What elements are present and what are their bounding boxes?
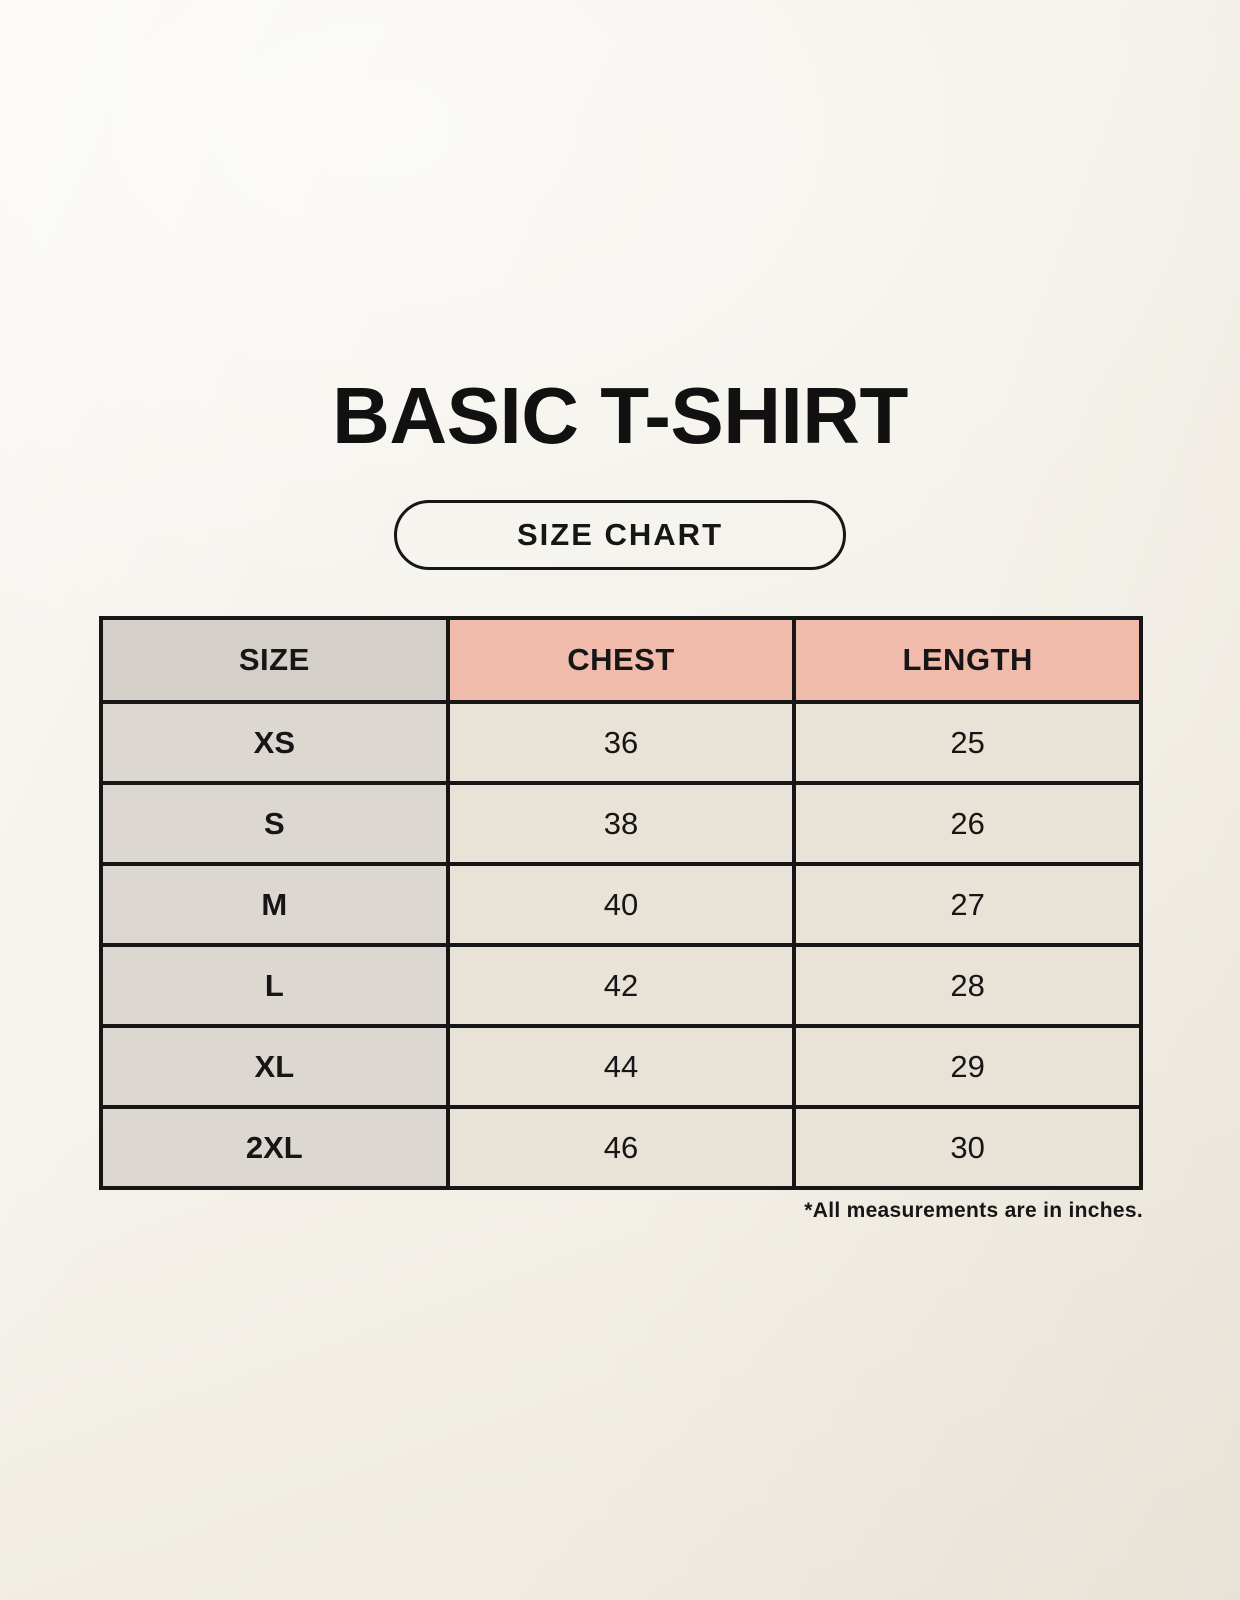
chest-cell: 42 — [445, 943, 797, 1028]
table-row: XS 36 25 — [99, 700, 1143, 785]
column-header-chest: CHEST — [445, 616, 797, 704]
table-row: 2XL 46 30 — [99, 1105, 1143, 1190]
size-chart-badge-label: SIZE CHART — [517, 517, 723, 552]
size-cell: 2XL — [99, 1105, 450, 1190]
column-header-size: SIZE — [99, 616, 450, 704]
table-row: S 38 26 — [99, 781, 1143, 866]
chest-cell: 46 — [445, 1105, 797, 1190]
size-cell: L — [99, 943, 450, 1028]
length-cell: 26 — [792, 781, 1143, 866]
table-row: L 42 28 — [99, 943, 1143, 1028]
measurement-note: *All measurements are in inches. — [804, 1199, 1143, 1222]
size-cell: XL — [99, 1024, 450, 1109]
size-cell: XS — [99, 700, 450, 785]
length-cell: 25 — [792, 700, 1143, 785]
column-header-length: LENGTH — [792, 616, 1143, 704]
size-cell: M — [99, 862, 450, 947]
table-header-row: SIZE CHEST LENGTH — [99, 616, 1143, 704]
length-cell: 29 — [792, 1024, 1143, 1109]
table-row: XL 44 29 — [99, 1024, 1143, 1109]
page-title: BASIC T-SHIRT — [332, 371, 908, 460]
length-cell: 30 — [792, 1105, 1143, 1190]
size-table: SIZE CHEST LENGTH XS 36 25 S 38 26 M 40 … — [99, 616, 1143, 1190]
chest-cell: 36 — [445, 700, 797, 785]
table-row: M 40 27 — [99, 862, 1143, 947]
length-cell: 28 — [792, 943, 1143, 1028]
chest-cell: 44 — [445, 1024, 797, 1109]
chest-cell: 40 — [445, 862, 797, 947]
chest-cell: 38 — [445, 781, 797, 866]
size-chart-badge: SIZE CHART — [394, 500, 846, 570]
length-cell: 27 — [792, 862, 1143, 947]
size-cell: S — [99, 781, 450, 866]
